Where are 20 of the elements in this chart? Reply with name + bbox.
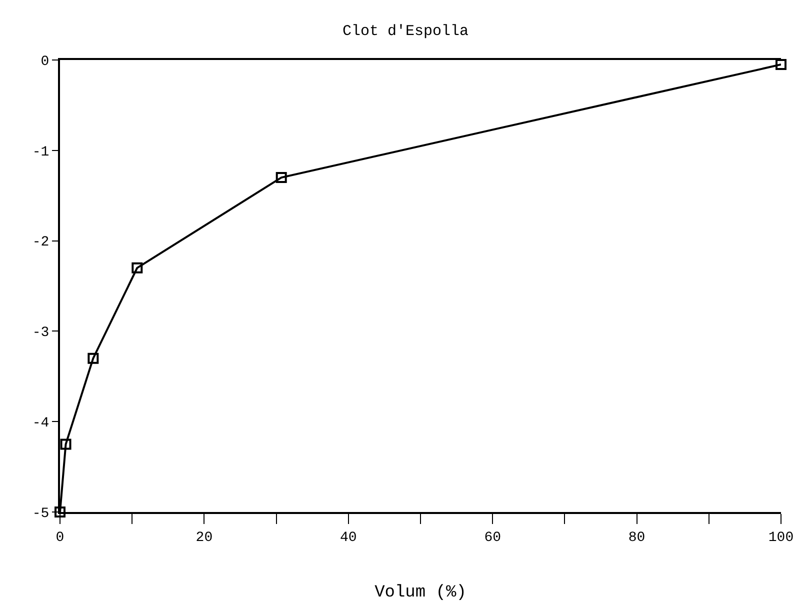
- y-tick-label: -2: [32, 234, 50, 251]
- x-axis-title: Volum (%): [374, 584, 466, 603]
- point: [776, 59, 786, 70]
- y-tick-label: -1: [32, 144, 50, 160]
- point: [88, 352, 99, 364]
- point: [132, 262, 143, 274]
- point: [60, 438, 72, 450]
- point: [276, 172, 287, 184]
- x-tick-label: 100: [768, 530, 794, 546]
- x-tick-label: 40: [340, 530, 357, 546]
- y-tick-label: -4: [32, 416, 50, 432]
- x-tick-label: 80: [628, 530, 646, 546]
- x-tick-label: 20: [196, 530, 213, 546]
- y-tick-label: -5: [32, 506, 50, 522]
- x-tick-label: 0: [56, 530, 64, 546]
- point: [54, 506, 66, 518]
- chart-title: Clot d'Espolla: [342, 22, 469, 40]
- x-tick-label: 60: [484, 530, 502, 546]
- y-tick-label: 0: [40, 54, 50, 70]
- y-tick-label: -3: [32, 325, 50, 342]
